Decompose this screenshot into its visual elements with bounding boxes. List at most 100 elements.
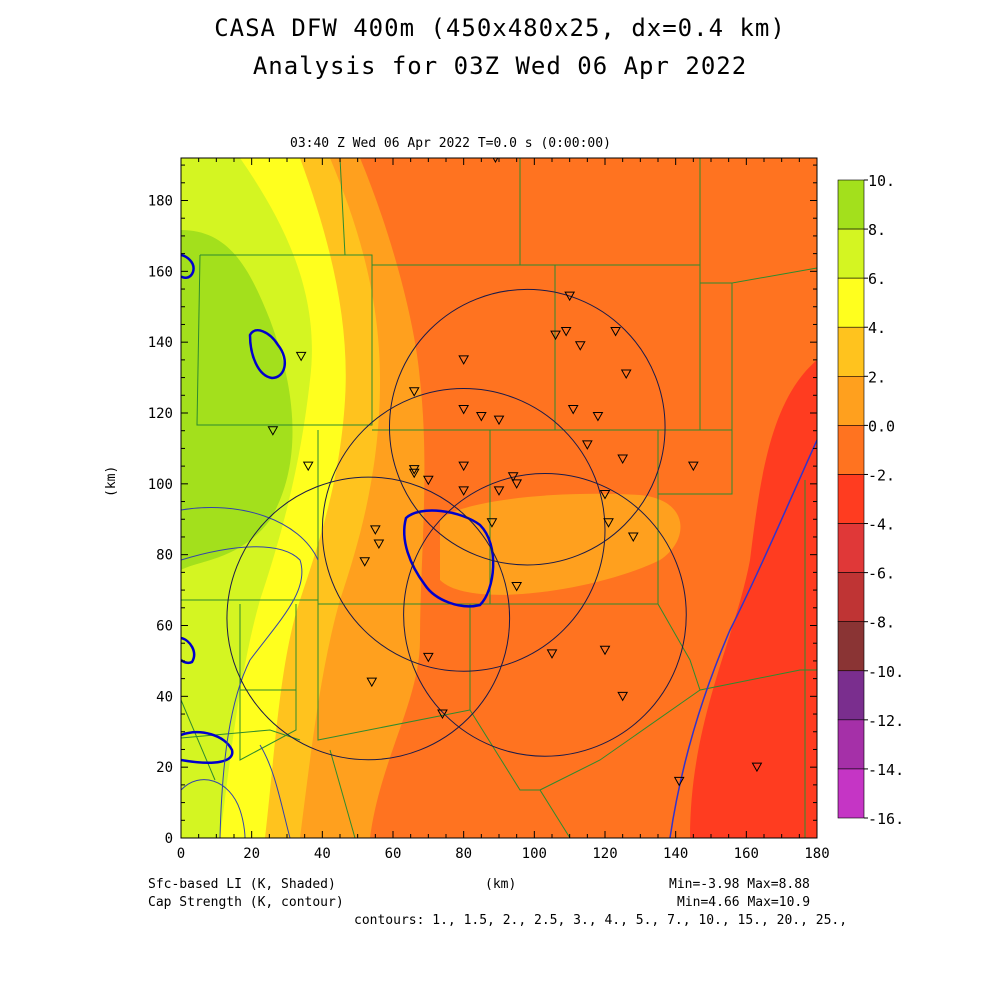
station-marker — [369, 525, 381, 535]
colorbar-label: 6. — [868, 270, 886, 288]
colorbar-label: -10. — [868, 663, 904, 681]
colorbar-segment — [837, 768, 865, 819]
station-marker — [581, 440, 593, 450]
station-marker — [366, 677, 378, 688]
station-marker — [486, 518, 498, 528]
colorbar: 10. 8. 6. 4. 2. 0.0 -2. -4. -6. -8. -10. -12. -14. -1… — [837, 172, 904, 828]
x-axis-label: (km) — [485, 877, 517, 892]
cap-strength-contours — [181, 253, 817, 838]
plot-header: 03:40 Z Wed 06 Apr 2022 T=0.0 s (0:00:00… — [290, 136, 611, 151]
station-marker — [408, 387, 420, 397]
station-marker — [458, 355, 470, 365]
radar-range-rings — [226, 288, 687, 761]
chart-title-line2: Analysis for 03Z Wed 06 Apr 2022 — [252, 52, 748, 80]
station-marker — [627, 532, 639, 542]
station-marker — [599, 489, 611, 500]
x-axis-ticks: 0 20 40 60 80 100 120 140 160 180 — [177, 158, 830, 862]
station-marker — [511, 582, 523, 592]
colorbar-segment — [837, 326, 865, 377]
colorbar-label: -8. — [868, 614, 895, 632]
li-band-8-10 — [181, 230, 293, 570]
station-marker — [567, 404, 579, 415]
x-tick-label: 100 — [522, 846, 547, 862]
y-tick-label: 160 — [148, 264, 173, 280]
station-markers — [267, 158, 763, 787]
station-marker — [592, 412, 604, 422]
colorbar-label: -16. — [868, 810, 904, 828]
station-marker — [603, 518, 614, 528]
colorbar-label: -14. — [868, 761, 904, 779]
colorbar-segment — [837, 425, 865, 475]
y-tick-label: 40 — [156, 689, 173, 705]
station-marker — [599, 645, 611, 656]
footer-contour-label: Cap Strength (K, contour) — [148, 895, 344, 910]
colorbar-segment — [837, 572, 865, 622]
station-marker — [267, 426, 279, 436]
colorbar-label: 2. — [868, 368, 886, 386]
chart-title-line1: CASA DFW 400m (450x480x25, dx=0.4 km) — [214, 14, 786, 42]
colorbar-segment — [837, 179, 865, 230]
y-tick-label: 100 — [148, 477, 173, 493]
station-marker — [295, 351, 307, 362]
colorbar-segment — [837, 277, 865, 328]
station-marker — [687, 461, 699, 472]
colorbar-label: 10. — [868, 172, 895, 190]
station-marker — [617, 691, 629, 702]
station-marker — [493, 486, 505, 496]
station-marker — [493, 415, 505, 426]
colorbar-label: -4. — [868, 516, 895, 534]
station-marker — [458, 486, 470, 496]
x-tick-label: 20 — [243, 846, 260, 862]
station-marker — [422, 475, 434, 486]
station-marker — [574, 341, 586, 351]
shaded-field — [181, 158, 817, 838]
footer-shaded-label: Sfc-based LI (K, Shaded) — [148, 877, 336, 892]
y-tick-label: 140 — [148, 335, 173, 351]
colorbar-segment — [837, 376, 865, 426]
station-marker — [511, 479, 523, 489]
field-min-max: Min=-3.98 Max=8.88 — [669, 877, 810, 892]
station-marker — [475, 412, 487, 422]
y-axis-label: (km) — [104, 465, 119, 497]
station-marker — [673, 776, 685, 787]
station-marker — [620, 369, 632, 380]
y-axis-ticks: 0 20 40 60 80 100 120 140 160 180 — [148, 164, 817, 847]
colorbar-segment — [837, 670, 865, 721]
station-marker — [546, 649, 558, 659]
station-marker — [458, 461, 470, 472]
radar-ring-2 — [321, 388, 606, 672]
y-tick-label: 80 — [156, 548, 173, 564]
x-tick-label: 80 — [455, 846, 472, 862]
colorbar-label: -2. — [868, 466, 895, 484]
colorbar-segment — [837, 621, 865, 672]
li-band-minus4-minus2 — [690, 360, 817, 838]
x-tick-label: 0 — [177, 846, 185, 862]
station-marker — [302, 461, 314, 472]
station-marker — [564, 291, 576, 302]
colorbar-label: 8. — [868, 221, 886, 239]
station-marker — [458, 404, 470, 415]
x-tick-label: 120 — [592, 846, 617, 862]
y-tick-label: 0 — [165, 831, 173, 847]
station-marker — [422, 652, 434, 663]
x-tick-label: 40 — [314, 846, 331, 862]
colorbar-label: -12. — [868, 712, 904, 730]
y-tick-label: 60 — [156, 619, 173, 635]
station-marker — [507, 472, 519, 482]
station-marker — [359, 557, 371, 567]
colorbar-segment — [837, 474, 865, 524]
colorbar-segment — [837, 523, 865, 573]
station-marker — [437, 709, 448, 720]
station-marker — [751, 762, 763, 773]
radar-ring-3 — [403, 473, 687, 757]
y-tick-label: 20 — [156, 760, 173, 776]
x-tick-label: 160 — [734, 846, 759, 862]
colorbar-label: -6. — [868, 565, 895, 583]
station-marker — [560, 327, 572, 337]
contour-levels: contours: 1., 1.5, 2., 2.5, 3., 4., 5., … — [354, 913, 848, 928]
y-tick-label: 180 — [148, 194, 173, 210]
colorbar-segment — [837, 228, 865, 279]
station-marker — [373, 539, 385, 550]
radar-ring-4 — [226, 476, 511, 761]
